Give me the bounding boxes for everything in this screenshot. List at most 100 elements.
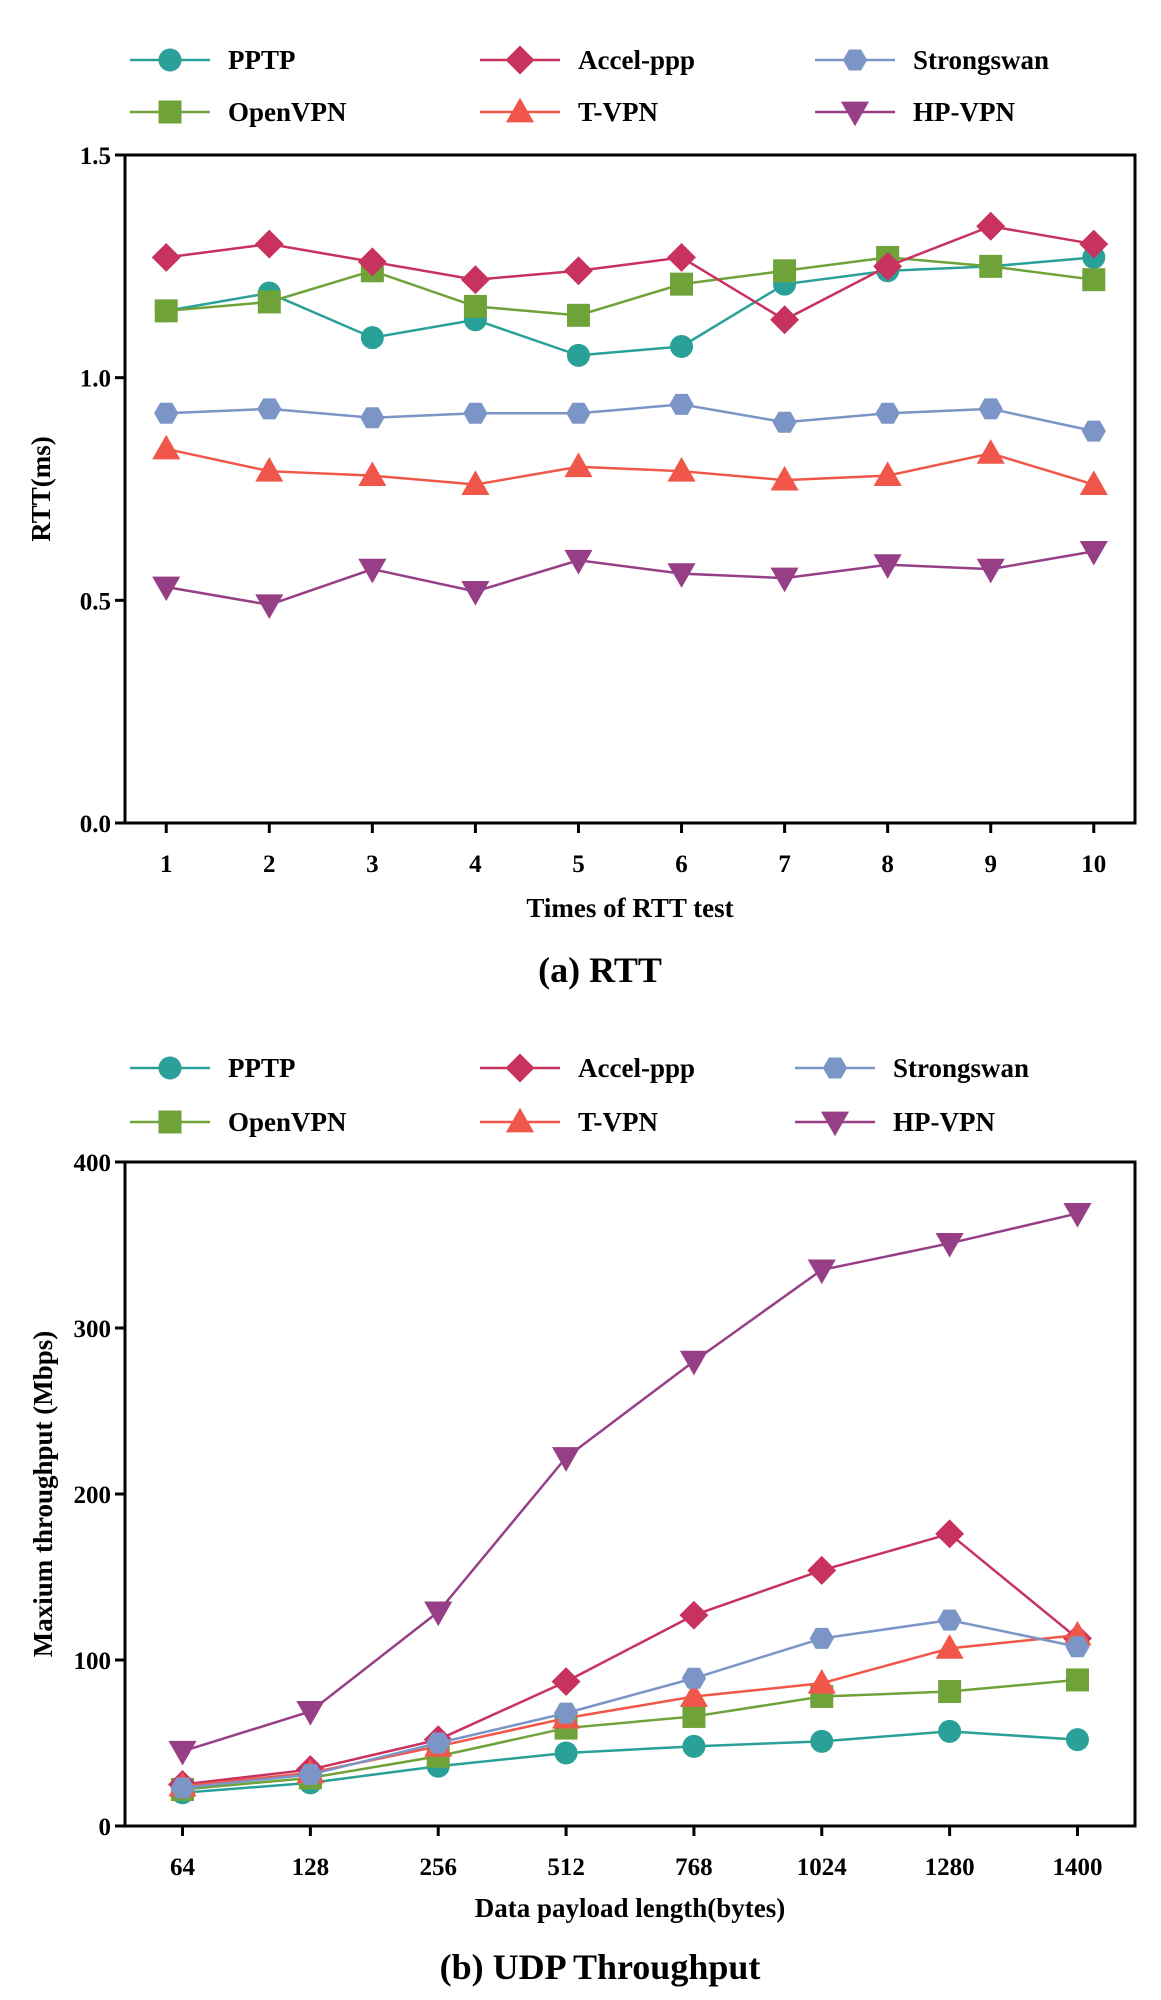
rtt-point-t-vpn [770,465,799,491]
udp-series-accel-ppp [168,1519,1092,1799]
udp-point-t-vpn [935,1634,964,1659]
rtt-point-openvpn [979,254,1003,278]
udp-x-tick-label: 128 [292,1854,330,1881]
rtt-plot-frame [123,153,1137,825]
legend-marker-openvpn [158,1110,182,1134]
udp-y-tick-label: 200 [74,1482,112,1509]
rtt-point-strongswan [875,402,900,424]
rtt-point-strongswan [566,402,591,424]
legend-label: Accel-ppp [578,1053,695,1083]
udp-point-hp-vpn [807,1259,836,1285]
udp-point-hp-vpn [679,1350,708,1376]
rtt-point-hp-vpn [667,563,696,588]
udp-point-strongswan [426,1732,451,1754]
rtt-x-tick-label: 5 [572,851,585,878]
udp-point-hp-vpn [935,1232,964,1258]
udp-point-openvpn [938,1680,962,1704]
rtt-point-t-vpn [667,456,696,482]
rtt-point-strongswan [360,407,385,429]
udp-x-axis-label: Data payload length(bytes) [475,1893,786,1923]
rtt-line-hp-vpn [166,550,1094,607]
udp-point-strongswan [681,1667,707,1689]
rtt-point-accel-ppp [976,211,1006,241]
udp-y-axis-label: Maxium throughput (Mbps) [28,1331,58,1658]
legend-item-t-vpn: T-VPN [480,97,659,127]
rtt-point-openvpn [257,290,281,314]
rtt-point-pptp [360,326,384,350]
rtt-point-hp-vpn [1079,540,1108,566]
rtt-point-t-vpn [255,456,284,482]
udp-x-tick-label: 768 [675,1854,713,1881]
rtt-point-openvpn [566,303,590,327]
legend-marker-t-vpn [505,1107,535,1133]
legend-item-hp-vpn: HP-VPN [795,1107,995,1137]
rtt-point-openvpn [1082,268,1106,292]
rtt-x-tick-label: 6 [675,851,688,878]
udp-x-tick-label: 1400 [1052,1854,1102,1881]
rtt-series-openvpn [154,245,1106,327]
udp-point-strongswan [809,1627,834,1649]
rtt-point-hp-vpn [564,549,593,575]
legend-marker-accel-ppp [505,1053,535,1083]
rtt-point-t-vpn [1079,470,1108,495]
udp-x-ticks: 64 128 256 512 768 1024 1280 1400 [170,1826,1102,1881]
rtt-point-accel-ppp [564,256,593,286]
legend-item-strongswan: Strongswan [795,1053,1029,1083]
rtt-x-tick-label: 7 [778,851,791,878]
udp-point-accel-ppp [807,1555,837,1585]
rtt-series-hp-vpn [152,540,1108,619]
udp-series-strongswan [170,1609,1090,1799]
legend-item-pptp: PPTP [130,1053,296,1083]
udp-line-strongswan [182,1618,1078,1790]
udp-point-pptp [810,1729,834,1753]
rtt-y-tick-label: 1.5 [80,143,111,170]
legend-marker-t-vpn [505,97,535,123]
udp-y-tick-label: 300 [74,1316,112,1343]
udp-x-tick-label: 256 [419,1854,457,1881]
rtt-x-tick-label: 1 [160,851,173,878]
rtt-series [151,211,1109,619]
rtt-point-openvpn [670,272,694,296]
legend-label: PPTP [228,1053,296,1083]
rtt-line-openvpn [166,256,1094,317]
udp-chart-panel: PPTP OpenVPN Accel-ppp T-VPN Strongswan HP-VP… [28,1053,1137,1987]
udp-line-accel-ppp [182,1532,1079,1786]
rtt-line-pptp [166,256,1094,357]
rtt-point-strongswan [1081,420,1106,442]
rtt-point-hp-vpn [152,576,181,602]
udp-line-pptp [182,1730,1078,1795]
rtt-point-strongswan [669,393,694,415]
legend-marker-hp-vpn [840,101,870,127]
udp-y-tick-label: 100 [74,1648,112,1675]
udp-point-pptp [682,1734,706,1758]
rtt-point-accel-ppp [254,229,284,259]
rtt-point-strongswan [463,402,488,424]
rtt-point-pptp [566,343,590,367]
legend-item-openvpn: OpenVPN [130,1107,347,1137]
rtt-legend: PPTP OpenVPN Accel-ppp T-VPN Strongswan HP-VP… [130,45,1049,127]
udp-point-pptp [938,1719,962,1743]
udp-point-hp-vpn [1063,1203,1092,1228]
udp-point-accel-ppp [679,1600,709,1630]
rtt-y-tick-label: 0.0 [80,811,111,838]
rtt-line-t-vpn [165,447,1095,486]
udp-point-strongswan [937,1609,962,1631]
rtt-x-tick-label: 8 [881,851,894,878]
legend-label: Strongswan [893,1053,1029,1083]
legend-label: T-VPN [578,97,659,127]
legend-label: Accel-ppp [578,45,695,75]
rtt-point-strongswan [154,402,179,424]
udp-x-tick-label: 1280 [925,1854,975,1881]
legend-label: HP-VPN [913,97,1015,127]
rtt-point-t-vpn [358,461,387,487]
legend-marker-pptp [158,48,182,72]
rtt-caption: (a) RTT [538,950,662,990]
rtt-line-strongswan [166,403,1095,433]
udp-point-hp-vpn [552,1447,581,1472]
udp-series [168,1203,1092,1805]
rtt-point-hp-vpn [873,554,902,579]
rtt-series-strongswan [154,393,1106,442]
udp-point-pptp [554,1741,578,1765]
legend-item-hp-vpn: HP-VPN [815,97,1015,127]
